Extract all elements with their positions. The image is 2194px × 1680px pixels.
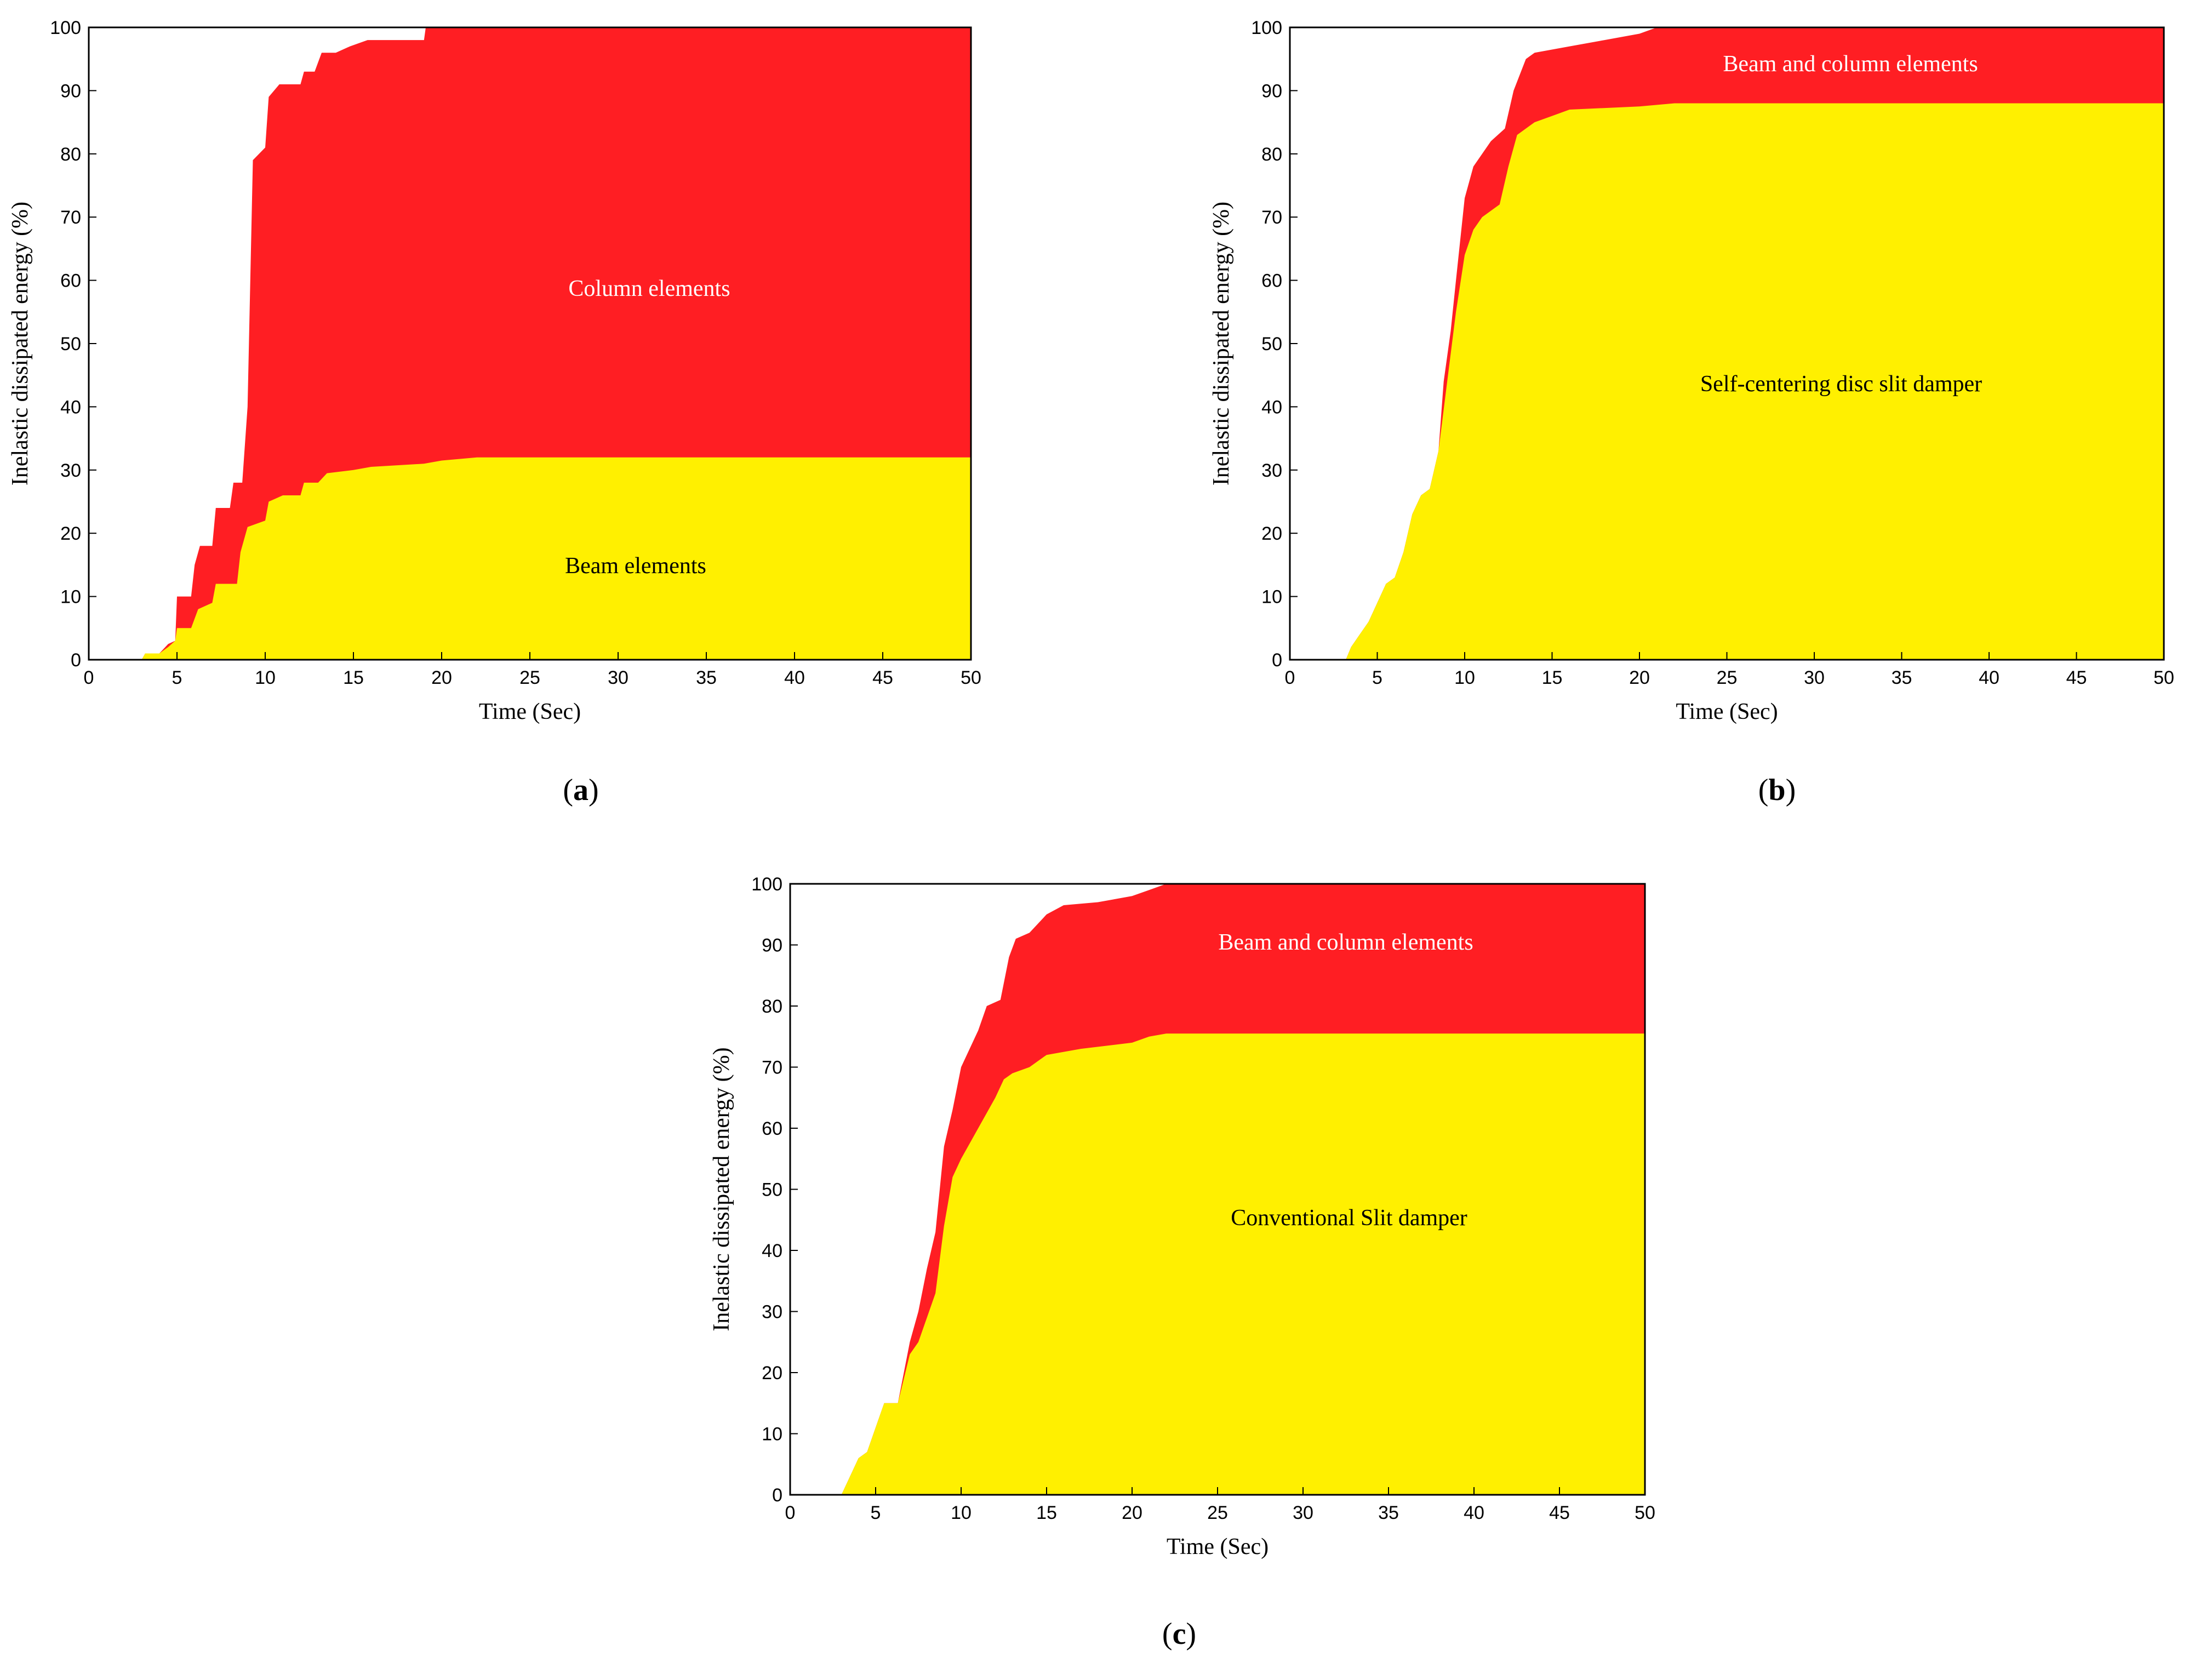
y-tick-label: 40 (60, 397, 81, 418)
x-tick-label: 30 (1804, 667, 1825, 688)
x-tick-label: 45 (2066, 667, 2087, 688)
x-tick-label: 35 (696, 667, 717, 688)
area-beam-elements (89, 457, 971, 660)
region-label: Column elements (568, 276, 730, 301)
x-tick-label: 45 (872, 667, 893, 688)
x-axis-title: Time (Sec) (1676, 699, 1778, 724)
chart-panel-1: 0 5 10 15 20 25 30 35 40 45 50 0 10 20 30 40 50 60 70 80 90 1… (1209, 18, 2174, 807)
panel-label: (b) (1758, 773, 1796, 807)
y-tick-label: 90 (60, 81, 81, 101)
x-tick-label: 35 (1378, 1502, 1399, 1523)
x-tick-label: 50 (1635, 1502, 1655, 1523)
x-tick-label: 0 (84, 667, 94, 688)
x-tick-label: 5 (172, 667, 182, 688)
y-tick-label: 70 (1261, 207, 1282, 228)
x-tick-label: 20 (1122, 1502, 1142, 1523)
x-tick-label: 20 (431, 667, 452, 688)
y-tick-label: 0 (772, 1485, 782, 1506)
x-tick-label: 10 (951, 1502, 972, 1523)
area-conventional-slit-damper (790, 1033, 1645, 1495)
x-tick-label: 10 (1454, 667, 1475, 688)
y-tick-label: 0 (71, 650, 81, 671)
x-tick-label: 0 (785, 1502, 796, 1523)
y-tick-label: 50 (60, 334, 81, 355)
y-tick-label: 10 (762, 1424, 782, 1445)
x-tick-label: 15 (343, 667, 364, 688)
y-tick-label: 60 (762, 1118, 782, 1139)
x-tick-label: 15 (1542, 667, 1563, 688)
y-tick-label: 10 (60, 587, 81, 608)
y-tick-label: 70 (60, 207, 81, 228)
x-tick-label: 20 (1629, 667, 1650, 688)
chart-panel-2: 0 5 10 15 20 25 30 35 40 45 50 0 10 20 30 40 50 60 70 80 90 1… (709, 874, 1655, 1651)
x-tick-label: 35 (1892, 667, 1912, 688)
y-tick-label: 100 (751, 874, 782, 895)
x-axis-title: Time (Sec) (1167, 1534, 1269, 1559)
region-label: Conventional Slit damper (1231, 1205, 1467, 1231)
x-tick-label: 30 (608, 667, 629, 688)
y-tick-label: 70 (762, 1058, 782, 1078)
x-tick-label: 25 (519, 667, 540, 688)
x-axis-title: Time (Sec) (479, 699, 581, 724)
y-tick-label: 20 (1261, 523, 1282, 544)
x-tick-label: 30 (1293, 1502, 1313, 1523)
x-tick-label: 15 (1036, 1502, 1057, 1523)
y-tick-label: 20 (60, 523, 81, 544)
y-tick-label: 90 (762, 935, 782, 956)
x-tick-label: 50 (2153, 667, 2174, 688)
region-label: Self-centering disc slit damper (1700, 372, 1982, 397)
x-tick-label: 0 (1285, 667, 1295, 688)
y-tick-label: 60 (1261, 271, 1282, 292)
y-tick-label: 30 (60, 460, 81, 481)
region-label: Beam and column elements (1723, 52, 1978, 77)
y-tick-label: 40 (762, 1241, 782, 1261)
area-self-centering-disc-slit-damper (1290, 103, 2164, 660)
y-axis-title: Inelastic dissipated energy (%) (1209, 202, 1234, 485)
y-tick-label: 80 (762, 996, 782, 1017)
y-tick-label: 0 (1272, 650, 1282, 671)
y-tick-label: 30 (1261, 460, 1282, 481)
y-tick-label: 20 (762, 1363, 782, 1384)
panel-label: (c) (1162, 1617, 1196, 1651)
x-tick-label: 40 (1464, 1502, 1484, 1523)
x-tick-label: 10 (255, 667, 276, 688)
x-tick-label: 45 (1549, 1502, 1570, 1523)
y-tick-label: 30 (762, 1302, 782, 1323)
y-axis-title: Inelastic dissipated energy (%) (709, 1047, 734, 1331)
y-axis-title: Inelastic dissipated energy (%) (8, 202, 33, 485)
x-tick-label: 40 (784, 667, 805, 688)
x-tick-label: 5 (871, 1502, 881, 1523)
y-tick-label: 40 (1261, 397, 1282, 418)
y-tick-label: 50 (762, 1180, 782, 1201)
x-tick-label: 25 (1207, 1502, 1228, 1523)
y-tick-label: 100 (1251, 18, 1282, 38)
x-tick-label: 40 (1979, 667, 1999, 688)
y-tick-label: 80 (1261, 144, 1282, 165)
chart-panel-0: 0 5 10 15 20 25 30 35 40 45 50 0 10 20 30 40 50 60 70 80 90 1… (8, 18, 981, 807)
y-tick-label: 60 (60, 271, 81, 292)
x-tick-label: 5 (1372, 667, 1382, 688)
region-label: Beam elements (565, 553, 706, 579)
x-tick-label: 25 (1717, 667, 1738, 688)
y-tick-label: 90 (1261, 81, 1282, 101)
y-tick-label: 100 (50, 18, 81, 38)
x-tick-label: 50 (961, 667, 981, 688)
region-label: Beam and column elements (1218, 930, 1473, 955)
y-tick-label: 10 (1261, 587, 1282, 608)
y-tick-label: 50 (1261, 334, 1282, 355)
y-tick-label: 80 (60, 144, 81, 165)
panel-label: (a) (563, 773, 598, 807)
